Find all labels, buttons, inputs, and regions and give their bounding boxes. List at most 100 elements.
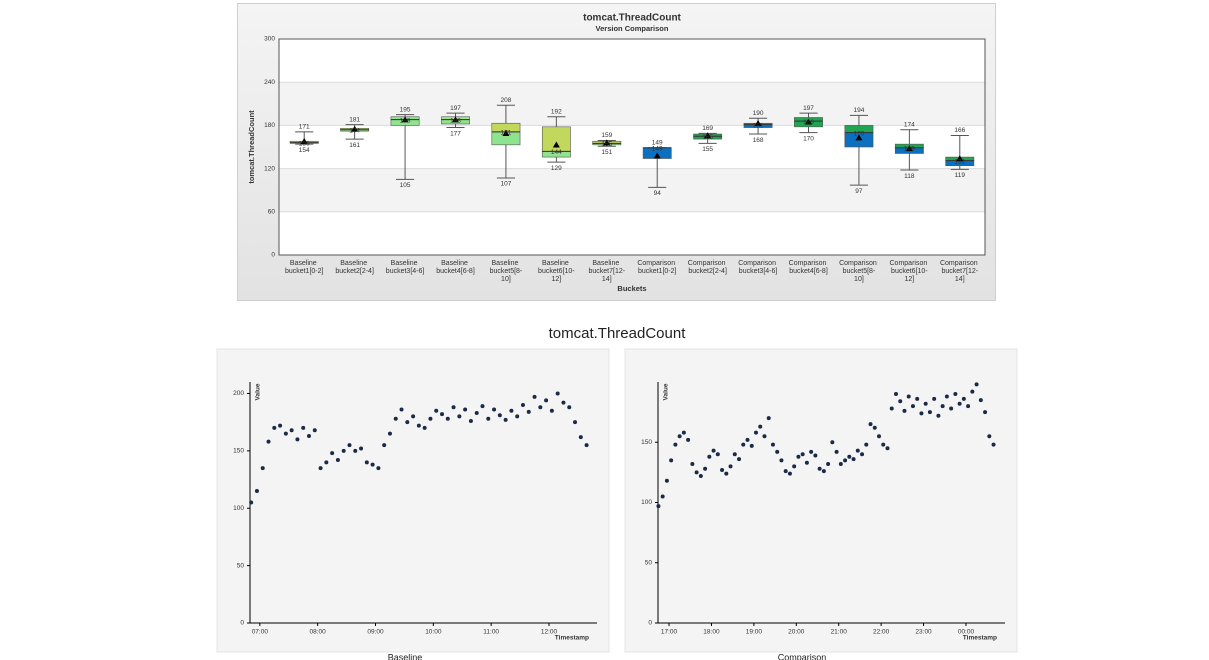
point [393,416,398,421]
point [324,460,329,465]
grid-band [279,82,985,126]
median-label: 174 [349,127,360,134]
chart-subtitle: Version Comparison [596,24,669,33]
x-tick-label: 23:00 [915,629,932,636]
label-line: Baseline [441,260,470,267]
point [906,394,911,399]
point [260,466,265,471]
scatter-panel [624,348,1018,653]
median-label: 186 [803,119,814,126]
point [341,448,346,453]
point [910,404,915,409]
point [843,458,848,463]
point [515,414,520,419]
label-line: Comparison [738,260,778,267]
mean-marker [905,145,913,152]
point [353,448,358,453]
point [330,451,335,456]
x-axis-label: Timestamp [963,635,997,642]
point [868,422,873,427]
point [399,407,404,412]
point [885,446,890,451]
max-label: 190 [753,110,764,117]
max-label: 149 [652,139,663,146]
label-line: bucket6[10- [538,268,575,275]
point [898,399,903,404]
median-label: 188 [400,117,411,124]
label-line: Baseline [542,260,571,267]
point [669,458,674,463]
label-line: Baseline [340,260,369,267]
label-line: bucket5[8- [490,268,523,275]
x-tick-label: 08:00 [310,629,327,636]
section-title: tomcat.ThreadCount [549,325,687,342]
point [800,452,805,457]
point [792,464,797,469]
point [318,466,323,471]
point [711,448,716,453]
point [538,405,543,410]
x-tick-label: Comparison bucket1[0-2] [637,260,677,275]
point [923,401,928,406]
point [932,396,937,401]
point [405,420,410,425]
point [694,470,699,475]
grid-band [279,168,985,212]
point [567,405,572,410]
max-label: 174 [904,121,915,128]
y-tick-label: 0 [648,620,652,627]
point [555,391,560,396]
label-line: bucket2[2-4] [335,268,374,275]
point [457,414,462,419]
y-tick-label: 180 [264,122,275,129]
y-tick-label: 0 [271,252,275,259]
x-tick-label: 20:00 [788,629,805,636]
max-label: 208 [500,97,511,104]
y-tick-label: 50 [645,559,653,566]
y-axis-label: Value [663,383,670,400]
point [775,449,780,454]
label-line: bucket7[12- [588,268,625,275]
point [520,402,525,407]
point [278,423,283,428]
point [486,416,491,421]
point [753,430,758,435]
median-label: 156 [299,140,310,147]
mean-marker [653,152,661,159]
point [944,394,949,399]
label-line: bucket7[12- [941,268,978,275]
point [561,400,566,405]
label-line: bucket1[0-2] [638,268,677,275]
point [411,414,416,419]
min-label: 151 [601,149,612,156]
label-line: Baseline [492,260,521,267]
point [961,396,966,401]
point [468,419,473,424]
mean-marker [452,116,459,123]
point [936,413,941,418]
x-tick-label: Baseline bucket4[6-8] [436,260,475,275]
point [698,473,703,478]
min-label: 129 [551,165,562,172]
y-axis-label: tomcat.ThreadCount [247,110,256,184]
point [301,425,306,430]
point [915,396,920,401]
label-line: Comparison [940,260,980,267]
point [266,439,271,444]
max-label: 181 [349,116,360,123]
x-tick-label: Comparison bucket5[8-10] [839,260,879,283]
point [889,406,894,411]
x-tick-label: 00:00 [958,629,975,636]
point [817,466,822,471]
chart-title: tomcat.ThreadCount [583,13,681,24]
point [787,471,792,476]
box-upper [541,126,571,152]
point [440,412,445,417]
x-tick-label: Comparison bucket7[12-14] [940,260,980,283]
x-axis-label: Timestamp [555,635,589,642]
point [758,424,763,429]
point [503,417,508,422]
point [416,423,421,428]
min-label: 118 [904,173,915,180]
